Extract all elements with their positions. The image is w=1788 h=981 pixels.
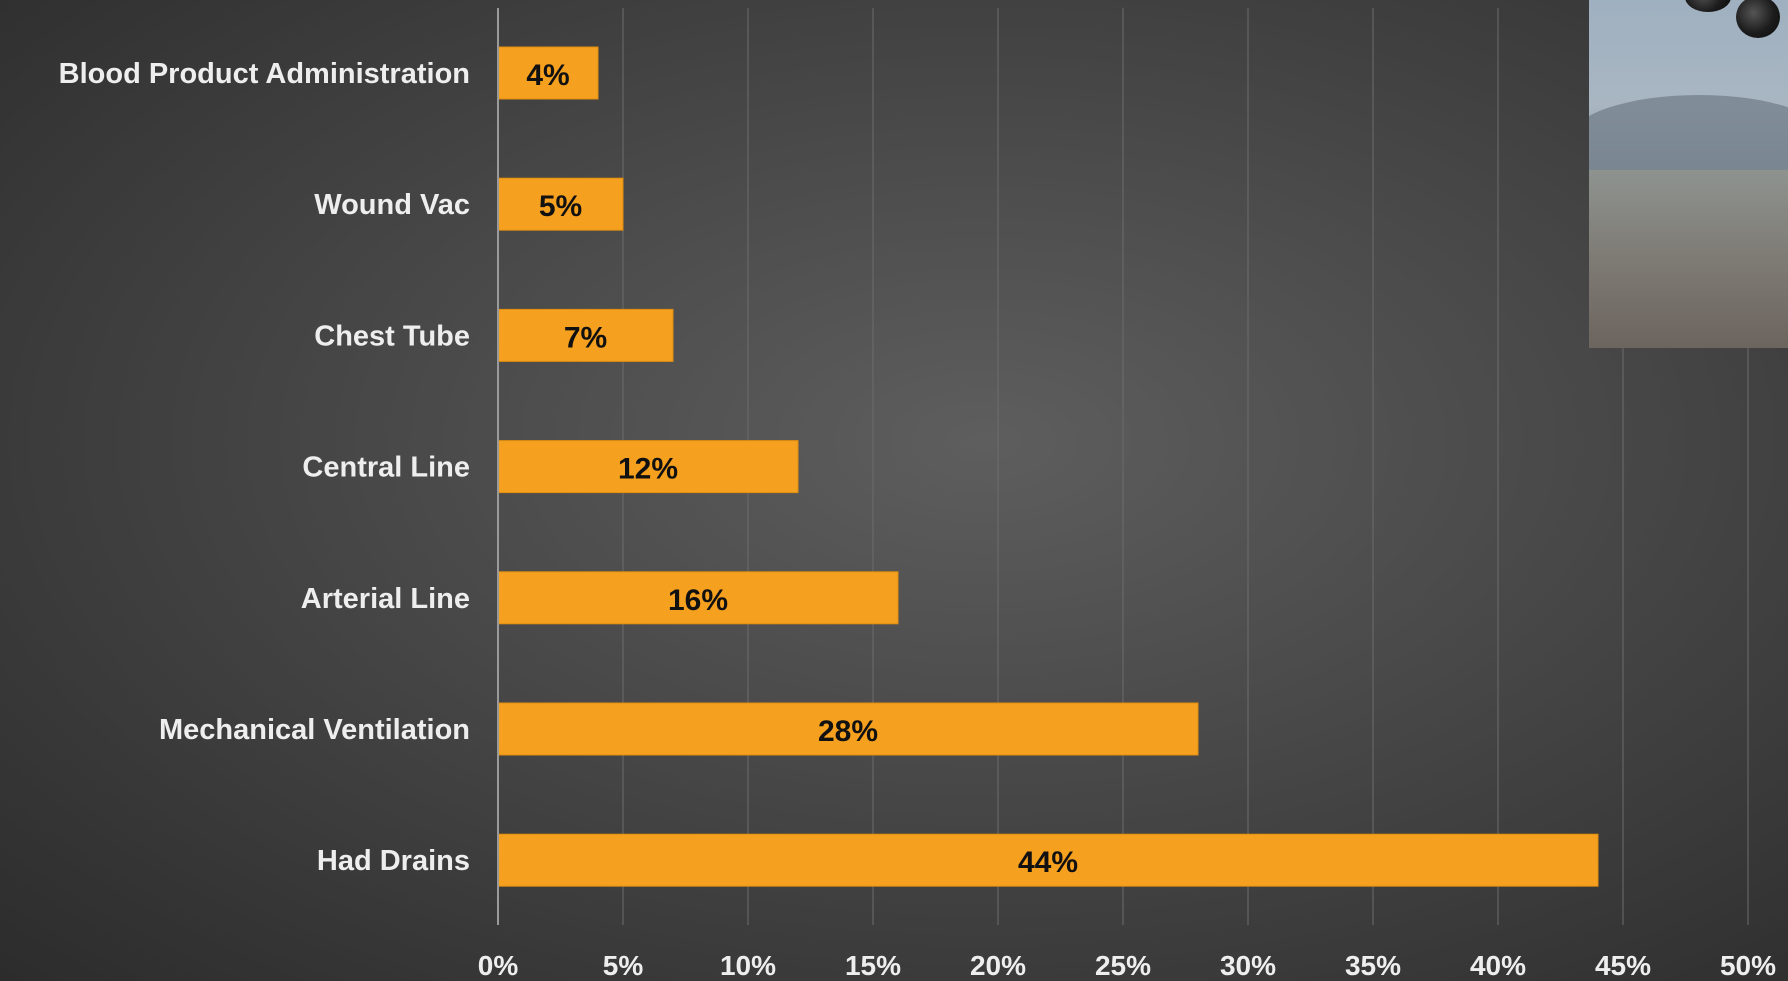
engine-nacelle-icon — [1736, 0, 1780, 38]
x-tick-label: 20% — [970, 950, 1026, 981]
aircraft-engine-photo — [1589, 0, 1788, 348]
x-tick-label: 25% — [1095, 950, 1151, 981]
data-label: 4% — [526, 59, 569, 92]
photo-ground — [1589, 170, 1788, 348]
labels: 0% 5% 10% 15% 20% 25% 30% 35% 40% 45% 50% Blood Pro… — [59, 58, 1776, 981]
engine-nacelle-icon — [1685, 0, 1731, 12]
category-label: Chest Tube — [314, 320, 470, 352]
bars — [497, 46, 1599, 887]
bar — [497, 440, 799, 494]
data-label: 5% — [539, 190, 582, 223]
data-label: 12% — [618, 453, 678, 486]
x-tick-label: 0% — [478, 950, 519, 981]
category-label: Central Line — [302, 452, 470, 484]
data-label: 7% — [564, 321, 607, 354]
category-label: Wound Vac — [314, 189, 470, 221]
data-label: 44% — [1018, 846, 1078, 879]
x-tick-label: 10% — [720, 950, 776, 981]
category-label: Mechanical Ventilation — [159, 714, 470, 746]
x-tick-label: 40% — [1470, 950, 1526, 981]
data-label: 16% — [668, 584, 728, 617]
x-tick-label: 15% — [845, 950, 901, 981]
gridlines — [622, 8, 1749, 925]
x-tick-label: 5% — [603, 950, 644, 981]
x-tick-label: 45% — [1595, 950, 1651, 981]
data-label: 28% — [818, 715, 878, 748]
category-label: Blood Product Administration — [59, 58, 470, 90]
bar — [497, 702, 1199, 756]
category-label: Arterial Line — [301, 583, 470, 615]
category-label: Had Drains — [317, 845, 470, 877]
bar — [497, 833, 1599, 887]
x-tick-label: 30% — [1220, 950, 1276, 981]
x-tick-label: 50% — [1720, 950, 1776, 981]
bar — [497, 46, 599, 100]
x-tick-label: 35% — [1345, 950, 1401, 981]
